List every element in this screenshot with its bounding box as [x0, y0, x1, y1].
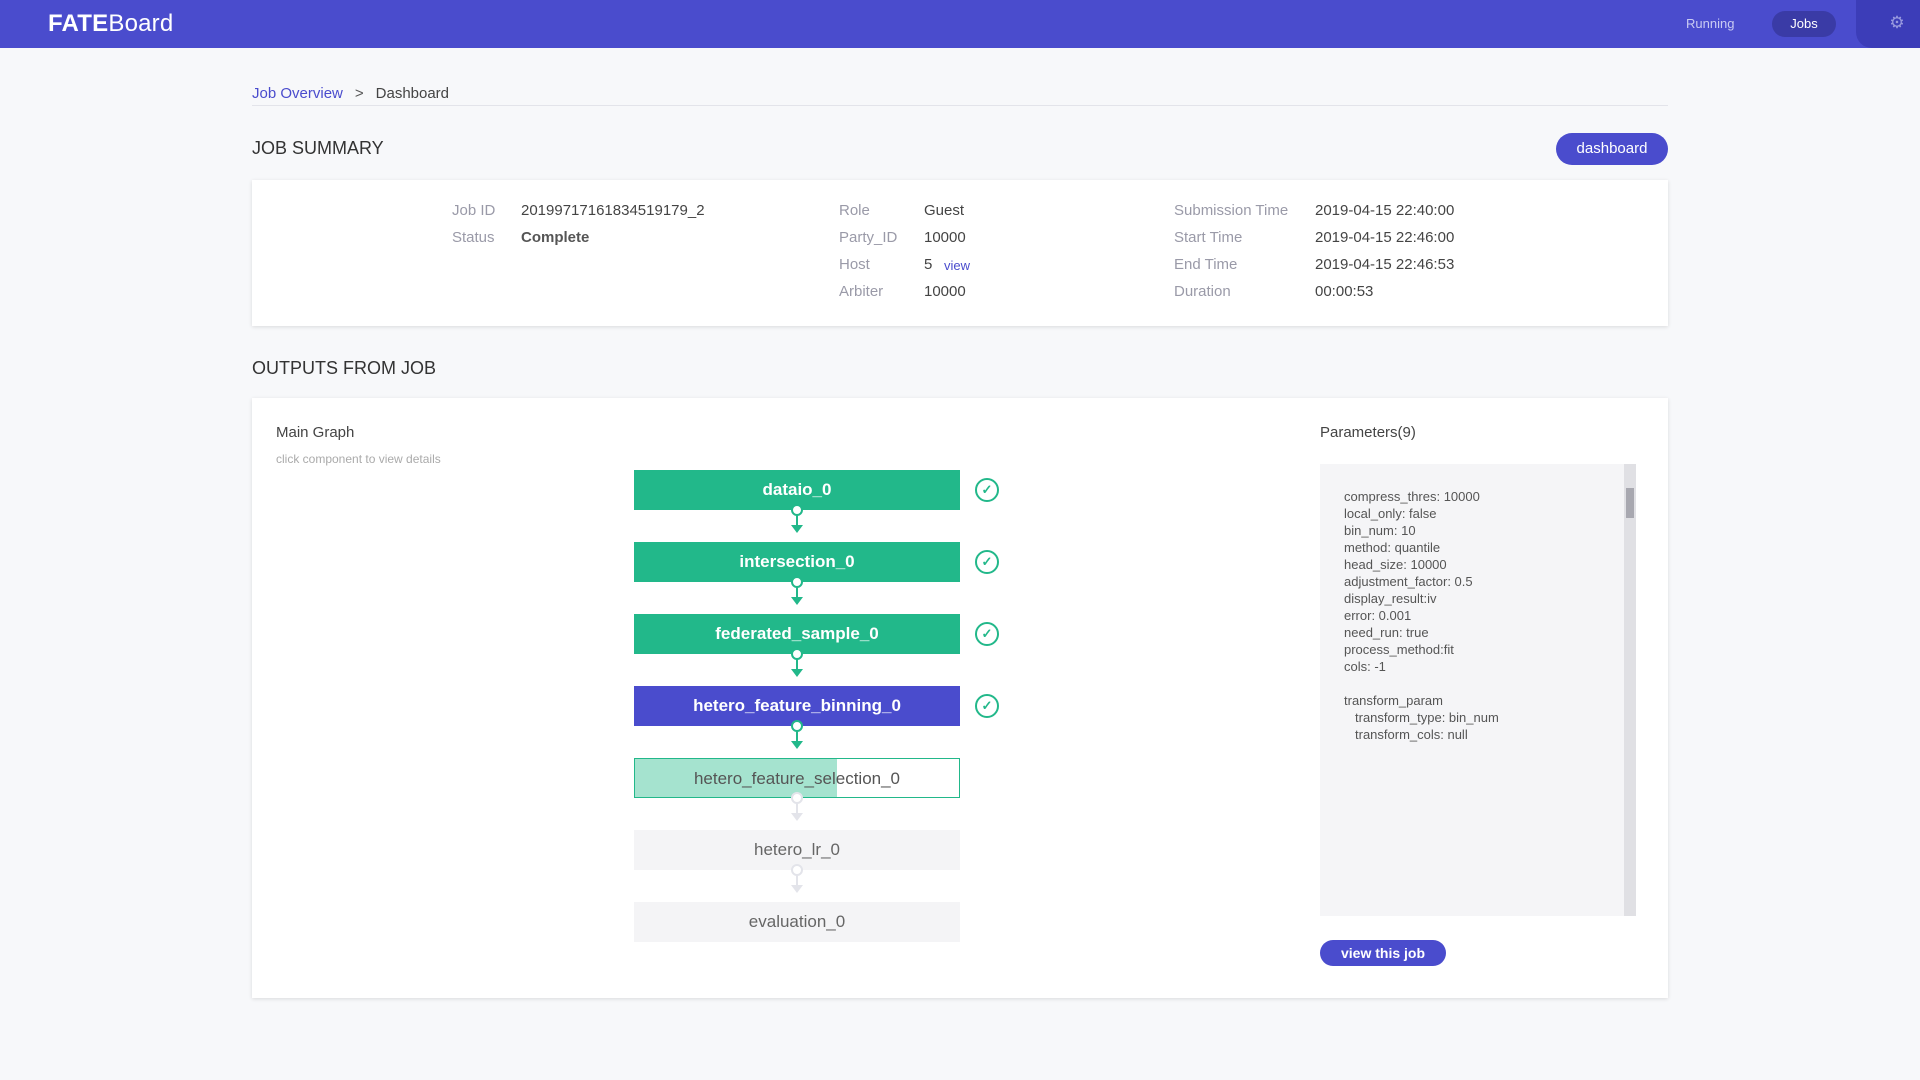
- param-line: adjustment_factor: 0.5: [1344, 574, 1473, 589]
- gear-icon[interactable]: ⚙: [1889, 13, 1905, 32]
- status-value: Complete: [521, 229, 590, 246]
- parameters-list: compress_thres: 10000 local_only: false …: [1344, 488, 1499, 743]
- param-line: transform_param: [1344, 693, 1443, 708]
- job-summary-card: Job ID 20199717161834519179_2 Status Com…: [252, 180, 1668, 326]
- check-circle-icon: ✓: [975, 550, 999, 574]
- param-line: process_method:fit: [1344, 642, 1454, 657]
- breadcrumb-current: Dashboard: [375, 85, 450, 102]
- outputs-title: OUTPUTS FROM JOB: [252, 358, 436, 378]
- check-circle-icon: ✓: [975, 478, 999, 502]
- breadcrumb-job-overview[interactable]: Job Overview: [252, 85, 343, 102]
- param-spacer: [1344, 675, 1499, 692]
- duration-label: Duration: [1174, 283, 1231, 300]
- graph-node-hetero-lr[interactable]: hetero_lr_0: [634, 830, 960, 870]
- graph-node-hetero-feature-selection[interactable]: hetero_feature_selection_0: [634, 758, 960, 798]
- submission-time-label: Submission Time: [1174, 202, 1289, 219]
- graph-node-intersection[interactable]: intersection_0: [634, 542, 960, 582]
- scrollbar-thumb[interactable]: [1626, 488, 1634, 518]
- main-graph-hint: click component to view details: [276, 452, 441, 466]
- param-line: need_run: true: [1344, 625, 1429, 640]
- top-navbar: [0, 0, 1920, 48]
- param-line: head_size: 10000: [1344, 557, 1447, 572]
- start-time-value: 2019-04-15 22:46:00: [1315, 229, 1455, 246]
- check-circle-icon: ✓: [975, 622, 999, 646]
- party-id-value: 10000: [924, 229, 966, 246]
- view-this-job-button[interactable]: view this job: [1320, 940, 1446, 966]
- start-time-label: Start Time: [1174, 229, 1243, 246]
- party-id-label: Party_ID: [839, 229, 898, 246]
- breadcrumb-separator: >: [354, 85, 364, 102]
- param-line: transform_type: bin_num: [1355, 710, 1499, 725]
- graph-node-federated-sample[interactable]: federated_sample_0: [634, 614, 960, 654]
- app-logo[interactable]: FATEBoard: [48, 10, 174, 37]
- param-line: error: 0.001: [1344, 608, 1412, 623]
- parameters-title: Parameters(9): [1320, 424, 1416, 441]
- arbiter-value: 10000: [924, 283, 966, 300]
- param-line: transform_cols: null: [1355, 727, 1468, 742]
- status-label: Status: [452, 229, 495, 246]
- job-id-value: 20199717161834519179_2: [521, 202, 705, 219]
- host-label: Host: [839, 256, 870, 273]
- param-line: bin_num: 10: [1344, 523, 1416, 538]
- param-line: compress_thres: 10000: [1344, 489, 1480, 504]
- role-value: Guest: [924, 202, 965, 219]
- parameters-panel[interactable]: compress_thres: 10000 local_only: false …: [1320, 464, 1636, 916]
- host-value: 5: [924, 256, 933, 273]
- settings-button[interactable]: [1856, 0, 1920, 48]
- host-view-link[interactable]: view: [944, 258, 971, 273]
- check-circle-icon: ✓: [975, 694, 999, 718]
- nav-running[interactable]: Running: [1686, 16, 1735, 31]
- arbiter-label: Arbiter: [839, 283, 884, 300]
- dashboard-button[interactable]: dashboard: [1556, 133, 1668, 165]
- divider: [252, 105, 1668, 106]
- job-summary-title: JOB SUMMARY: [252, 138, 384, 158]
- outputs-card: Main Graph click component to view detai…: [252, 398, 1668, 998]
- breadcrumb: Job Overview > Dashboard: [252, 85, 449, 102]
- duration-value: 00:00:53: [1315, 283, 1374, 300]
- param-line: method: quantile: [1344, 540, 1441, 555]
- main-graph-title: Main Graph: [276, 424, 355, 441]
- parameters-scrollbar[interactable]: [1624, 464, 1636, 916]
- end-time-label: End Time: [1174, 256, 1238, 273]
- submission-time-value: 2019-04-15 22:40:00: [1315, 202, 1455, 219]
- graph-node-dataio[interactable]: dataio_0: [634, 470, 960, 510]
- job-id-label: Job ID: [452, 202, 496, 219]
- param-line: display_result:iv: [1344, 591, 1437, 606]
- graph-node-evaluation[interactable]: evaluation_0: [634, 902, 960, 942]
- graph-node-hetero-feature-binning[interactable]: hetero_feature_binning_0: [634, 686, 960, 726]
- role-label: Role: [839, 202, 870, 219]
- end-time-value: 2019-04-15 22:46:53: [1315, 256, 1455, 273]
- nav-jobs[interactable]: Jobs: [1772, 11, 1836, 37]
- param-line: local_only: false: [1344, 506, 1437, 521]
- param-line: cols: -1: [1344, 659, 1386, 674]
